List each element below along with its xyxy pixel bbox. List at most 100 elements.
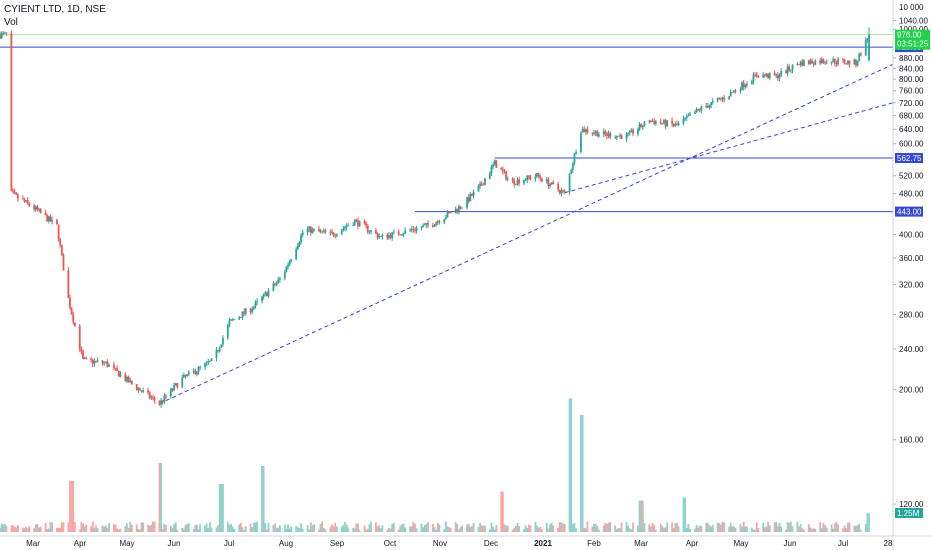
y-tick-label: 520.00 (899, 172, 924, 181)
candle-body (0, 34, 1, 39)
candle-body (363, 220, 366, 224)
volume-bar (853, 525, 856, 532)
candle-body (472, 191, 475, 196)
volume-bar (448, 527, 451, 532)
candle-body (832, 59, 835, 63)
candle-body (789, 69, 792, 71)
candle-body (514, 184, 517, 186)
price-tag-label: 562.75 (897, 154, 922, 163)
volume-bar (677, 526, 680, 532)
candle-body (695, 109, 698, 113)
candle-body (845, 63, 848, 65)
volume-bar (695, 524, 698, 532)
volume-bar (684, 497, 687, 532)
volume-bar (859, 529, 862, 532)
volume-bar (90, 526, 93, 532)
candle-body (401, 234, 403, 236)
candle-body (511, 178, 514, 181)
candle-body (404, 230, 407, 234)
volume-bar (812, 528, 815, 532)
volume-bar (412, 522, 415, 532)
candle-body (848, 60, 851, 65)
candle-body (124, 374, 127, 382)
volume-bar (182, 528, 185, 532)
candle-body (523, 180, 525, 184)
candle-body (392, 231, 395, 233)
volume-bar (95, 525, 97, 532)
volume-bar (809, 527, 812, 532)
candle-body (252, 306, 255, 310)
candle-body (174, 383, 177, 386)
candle-body (431, 225, 434, 227)
volume-bar (493, 529, 496, 532)
candle-body (56, 219, 58, 225)
candle-body (558, 189, 561, 194)
candle-body (614, 137, 617, 139)
price-tag-label: 443.00 (897, 208, 922, 217)
volume-bar (643, 523, 646, 532)
volume-bar (218, 484, 221, 532)
volume-bar (85, 524, 88, 532)
volume-bar (765, 526, 768, 532)
volume-bar (36, 524, 39, 532)
candle-body (33, 205, 36, 210)
volume-bar (563, 523, 566, 532)
candle-body (811, 60, 813, 64)
volume-bar (638, 500, 641, 532)
candle-body (438, 221, 441, 223)
candle-body (705, 106, 708, 107)
volume-bar (710, 526, 713, 532)
candle-body (324, 230, 327, 233)
candle-body (23, 199, 26, 202)
candle-body (207, 361, 210, 363)
candle-body (734, 90, 737, 92)
candle-body (331, 231, 333, 233)
volume-bar (62, 522, 65, 532)
candle-body (757, 76, 760, 78)
candle-body (501, 169, 504, 172)
volume-bar (721, 521, 724, 532)
volume-bar (539, 526, 542, 532)
candle-body (49, 216, 52, 222)
candle-body (824, 62, 826, 64)
candle-body (651, 120, 654, 122)
candle-body (402, 233, 405, 235)
candle-body (778, 75, 781, 79)
candle-body (524, 179, 527, 181)
candle-body (427, 223, 429, 226)
candle-body (627, 132, 630, 135)
candle-body (676, 123, 678, 126)
volume-bar (558, 522, 561, 532)
volume-bar (596, 525, 599, 532)
candle-body (799, 61, 802, 65)
y-tick-label: 760.00 (899, 87, 924, 96)
x-tick-label: Nov (433, 539, 447, 548)
x-tick-label: Jul (224, 539, 234, 548)
volume-bar (728, 526, 730, 532)
volume-bar (301, 528, 304, 532)
candle-body (733, 90, 735, 93)
candle-body (791, 64, 794, 70)
candle-body (677, 123, 680, 126)
volume-bar (230, 523, 232, 532)
volume-bar (456, 524, 459, 532)
candle-body (318, 229, 320, 232)
volume-bar (443, 529, 446, 532)
candle-body (388, 235, 390, 239)
candle-body (12, 190, 14, 192)
candle-body (674, 123, 677, 126)
last-price-label: 976.00 (897, 31, 922, 40)
candle-body (5, 32, 8, 34)
volume-bar (318, 529, 320, 532)
volume-bar (835, 521, 838, 532)
volume-bar (288, 528, 291, 532)
volume-bar (801, 528, 804, 532)
y-tick-label: 240.00 (899, 345, 924, 354)
candle-body (537, 173, 540, 177)
candle-body (352, 225, 355, 226)
candle-body (104, 361, 107, 363)
volume-bar (38, 527, 40, 532)
volume-bar (868, 513, 870, 532)
candle-body (2, 32, 5, 34)
